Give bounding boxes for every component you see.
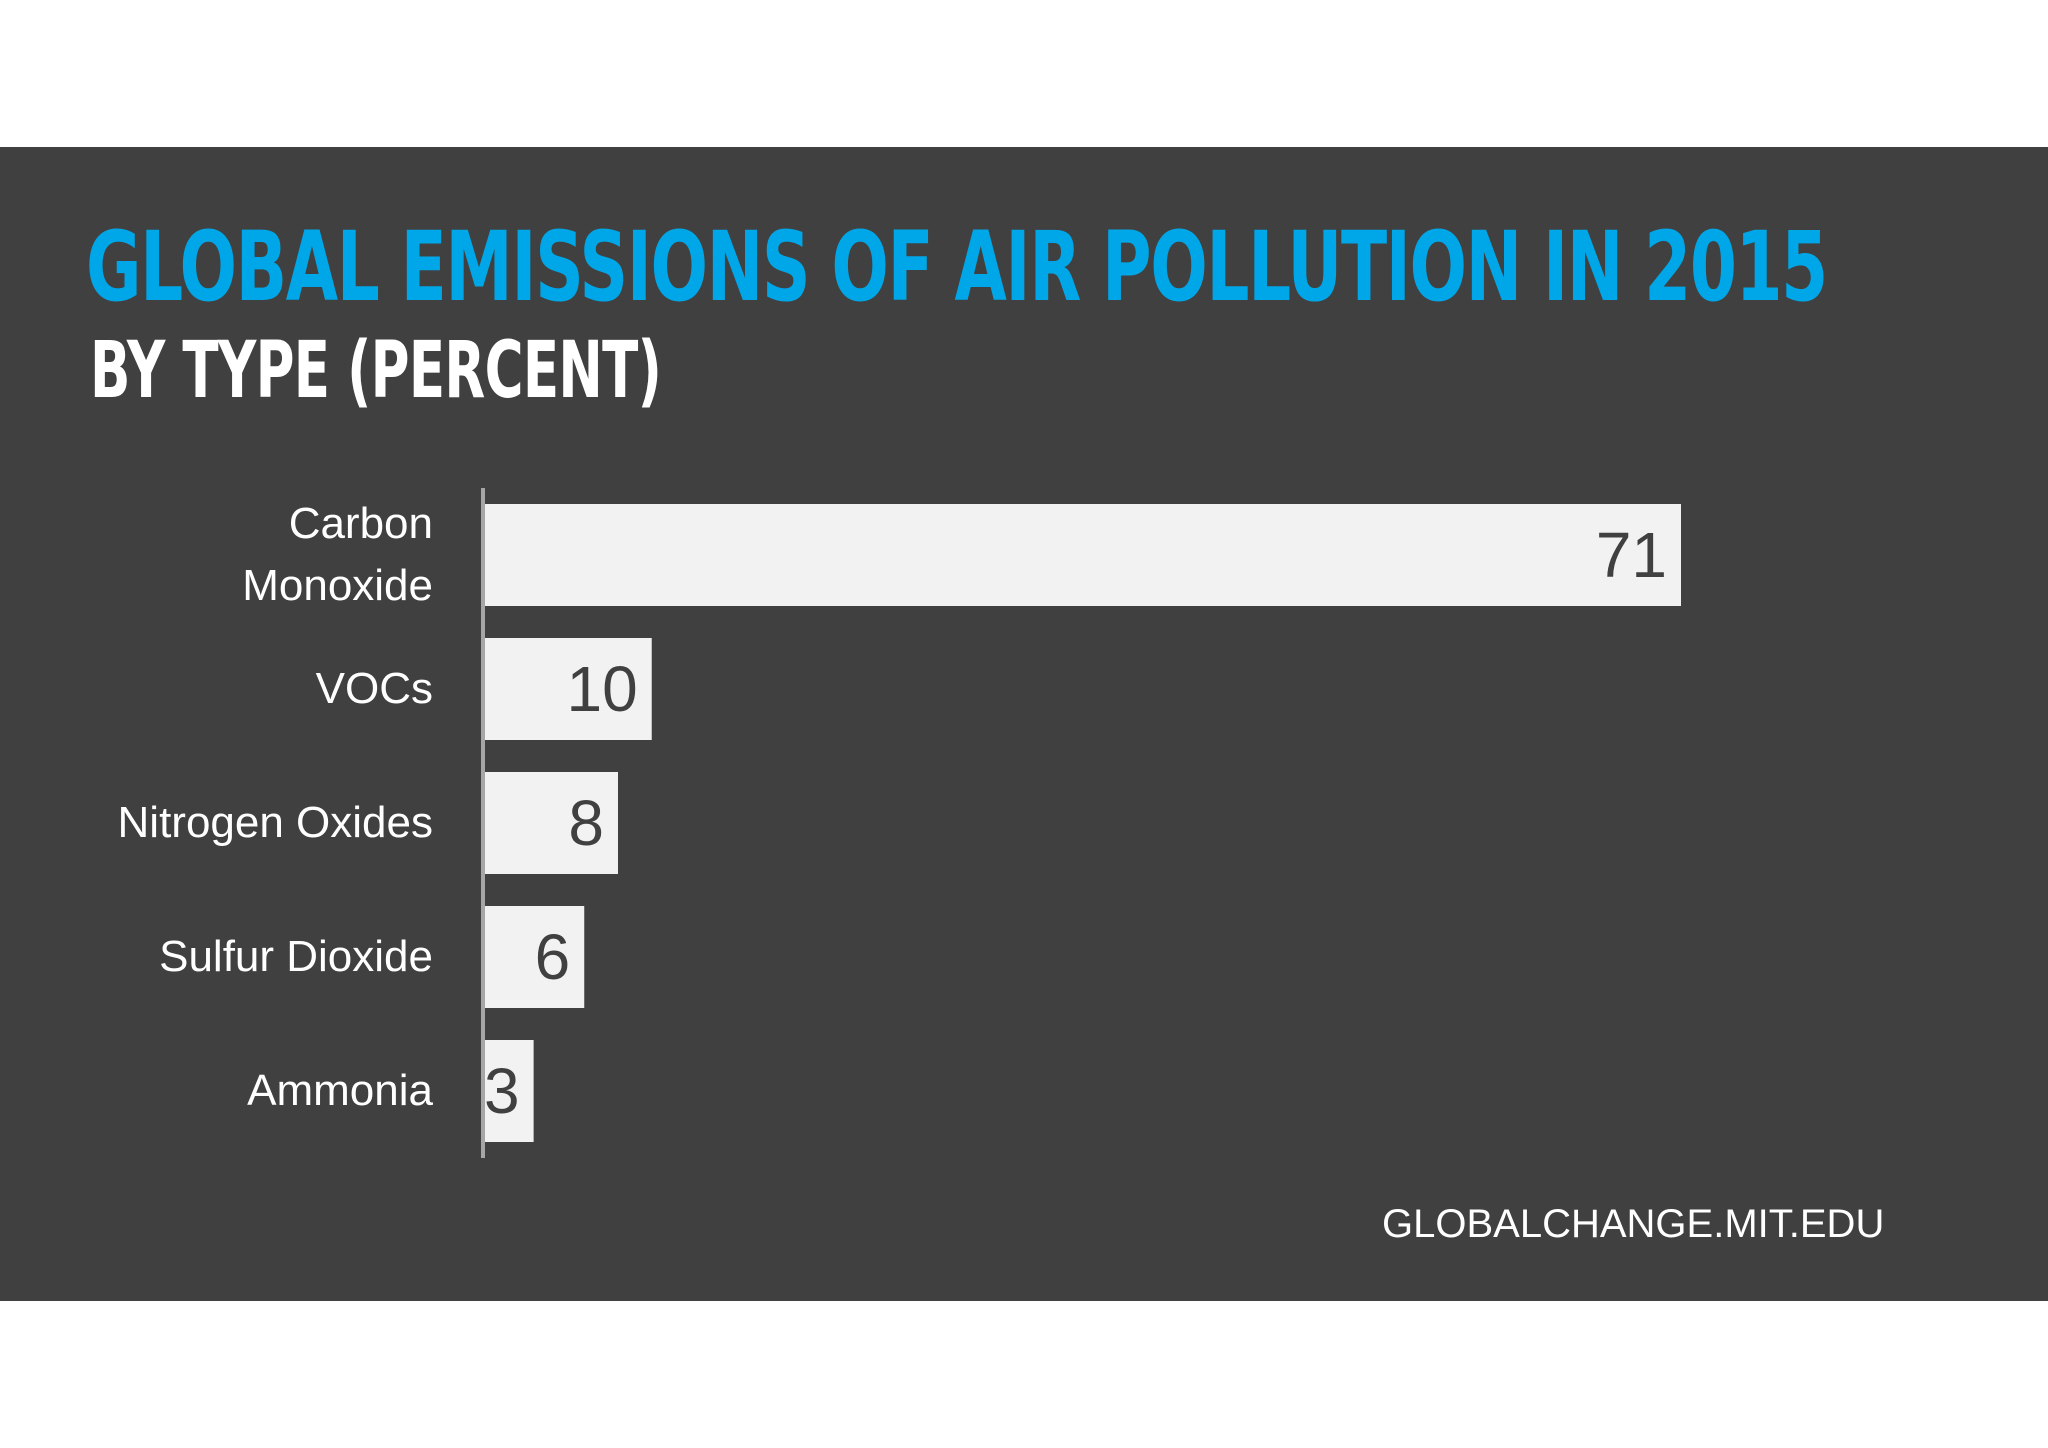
data-label: 8 (568, 787, 604, 859)
bar (483, 906, 585, 1008)
category-label: Sulfur Dioxide (159, 932, 433, 981)
bar (483, 772, 618, 874)
data-label: 10 (567, 653, 638, 725)
bar (483, 1040, 534, 1142)
chart-title: GLOBAL EMISSIONS OF AIR POLLUTION IN 201… (86, 211, 1828, 323)
data-label: 71 (1596, 519, 1667, 591)
bar (483, 638, 652, 740)
source-credit: GLOBALCHANGE.MIT.EDU (1382, 1202, 1885, 1246)
data-label: 3 (484, 1055, 520, 1127)
chart-subtitle: BY TYPE (PERCENT) (90, 326, 662, 416)
category-label: VOCs (316, 664, 433, 713)
category-label: Ammonia (247, 1066, 433, 1115)
data-label: 6 (535, 921, 571, 993)
bar (483, 504, 1681, 606)
category-label: Carbon Monoxide (242, 499, 433, 610)
category-label: Nitrogen Oxides (118, 798, 433, 847)
chart-panel (0, 147, 2048, 1301)
